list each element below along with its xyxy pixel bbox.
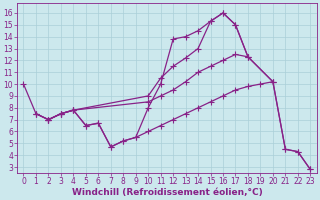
- X-axis label: Windchill (Refroidissement éolien,°C): Windchill (Refroidissement éolien,°C): [72, 188, 262, 197]
